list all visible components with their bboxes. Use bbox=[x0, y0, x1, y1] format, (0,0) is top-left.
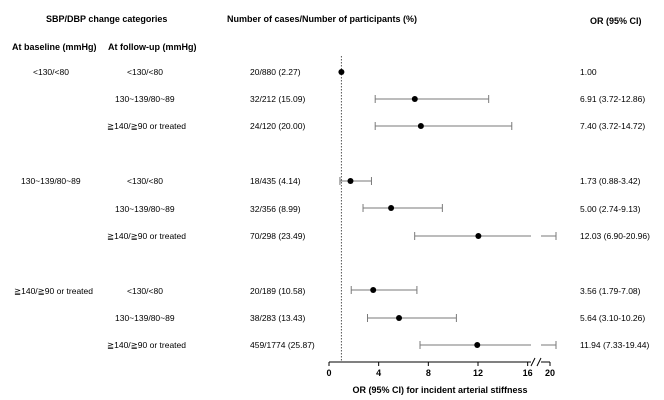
row-5-cases: 32/356 (8.99) bbox=[250, 204, 301, 214]
row-2-or: 6.91 (3.72-12.86) bbox=[580, 94, 646, 104]
row-3-or: 7.40 (3.72-14.72) bbox=[580, 121, 646, 131]
row-7-or: 3.56 (1.79-7.08) bbox=[580, 286, 641, 296]
row-8-cases: 38/283 (13.43) bbox=[250, 313, 306, 323]
followup-header: At follow-up (mmHg) bbox=[108, 42, 197, 52]
or-point bbox=[388, 205, 395, 211]
row-9-or: 11.94 (7.33-19.44) bbox=[580, 340, 650, 350]
row-4-followup: <130/<80 bbox=[127, 176, 163, 186]
row-2-followup: 130~139/80~89 bbox=[115, 94, 175, 104]
row-8-or: 5.64 (3.10-10.26) bbox=[580, 313, 646, 323]
row-8-followup: 130~139/80~89 bbox=[115, 313, 175, 323]
or-point bbox=[347, 178, 354, 184]
baseline-header: At baseline (mmHg) bbox=[12, 42, 97, 52]
row-6-or: 12.03 (6.90-20.96) bbox=[580, 231, 650, 241]
row-7-followup: <130/<80 bbox=[127, 286, 163, 296]
row-4-cases: 18/435 (4.14) bbox=[250, 176, 301, 186]
row-4-or: 1.73 (0.88-3.42) bbox=[580, 176, 641, 186]
or-point bbox=[396, 315, 403, 321]
row-5-or: 5.00 (2.74-9.13) bbox=[580, 204, 641, 214]
row-6-followup: ≧140/≧90 or treated bbox=[107, 231, 186, 241]
row-5-followup: 130~139/80~89 bbox=[115, 204, 175, 214]
categories-header: SBP/DBP change categories bbox=[46, 14, 168, 24]
row-9-followup: ≧140/≧90 or treated bbox=[107, 340, 186, 350]
or-point bbox=[475, 233, 482, 239]
or-header: OR (95% CI) bbox=[590, 16, 642, 26]
row-1-followup: <130/<80 bbox=[127, 67, 163, 77]
row-4-baseline: 130~139/80~89 bbox=[21, 176, 81, 186]
axis-break-mark bbox=[536, 357, 542, 367]
x-tick-label: 20 bbox=[545, 368, 555, 378]
x-tick-label: 8 bbox=[426, 368, 431, 378]
or-point bbox=[417, 123, 424, 129]
row-1-cases: 20/880 (2.27) bbox=[250, 67, 301, 77]
row-3-followup: ≧140/≧90 or treated bbox=[107, 121, 186, 131]
x-tick-label: 4 bbox=[376, 368, 381, 378]
or-point bbox=[370, 287, 377, 293]
row-6-cases: 70/298 (23.49) bbox=[250, 231, 306, 241]
row-7-cases: 20/189 (10.58) bbox=[250, 286, 306, 296]
x-tick-label: 16 bbox=[523, 368, 533, 378]
row-1-baseline: <130/<80 bbox=[33, 67, 69, 77]
row-9-cases: 459/1774 (25.87) bbox=[250, 340, 315, 350]
row-7-baseline: ≧140/≧90 or treated bbox=[14, 286, 93, 296]
cases-header: Number of cases/Number of participants (… bbox=[227, 14, 418, 24]
or-point bbox=[411, 96, 418, 102]
or-point bbox=[338, 69, 345, 75]
axis-break-mark bbox=[530, 357, 536, 367]
row-2-cases: 32/212 (15.09) bbox=[250, 94, 306, 104]
x-tick-label: 12 bbox=[473, 368, 483, 378]
x-axis-title: OR (95% CI) for incident arterial stiffn… bbox=[352, 385, 527, 395]
x-tick-label: 0 bbox=[326, 368, 331, 378]
row-1-or: 1.00 bbox=[580, 67, 597, 77]
or-point bbox=[474, 342, 481, 348]
row-3-cases: 24/120 (20.00) bbox=[250, 121, 306, 131]
